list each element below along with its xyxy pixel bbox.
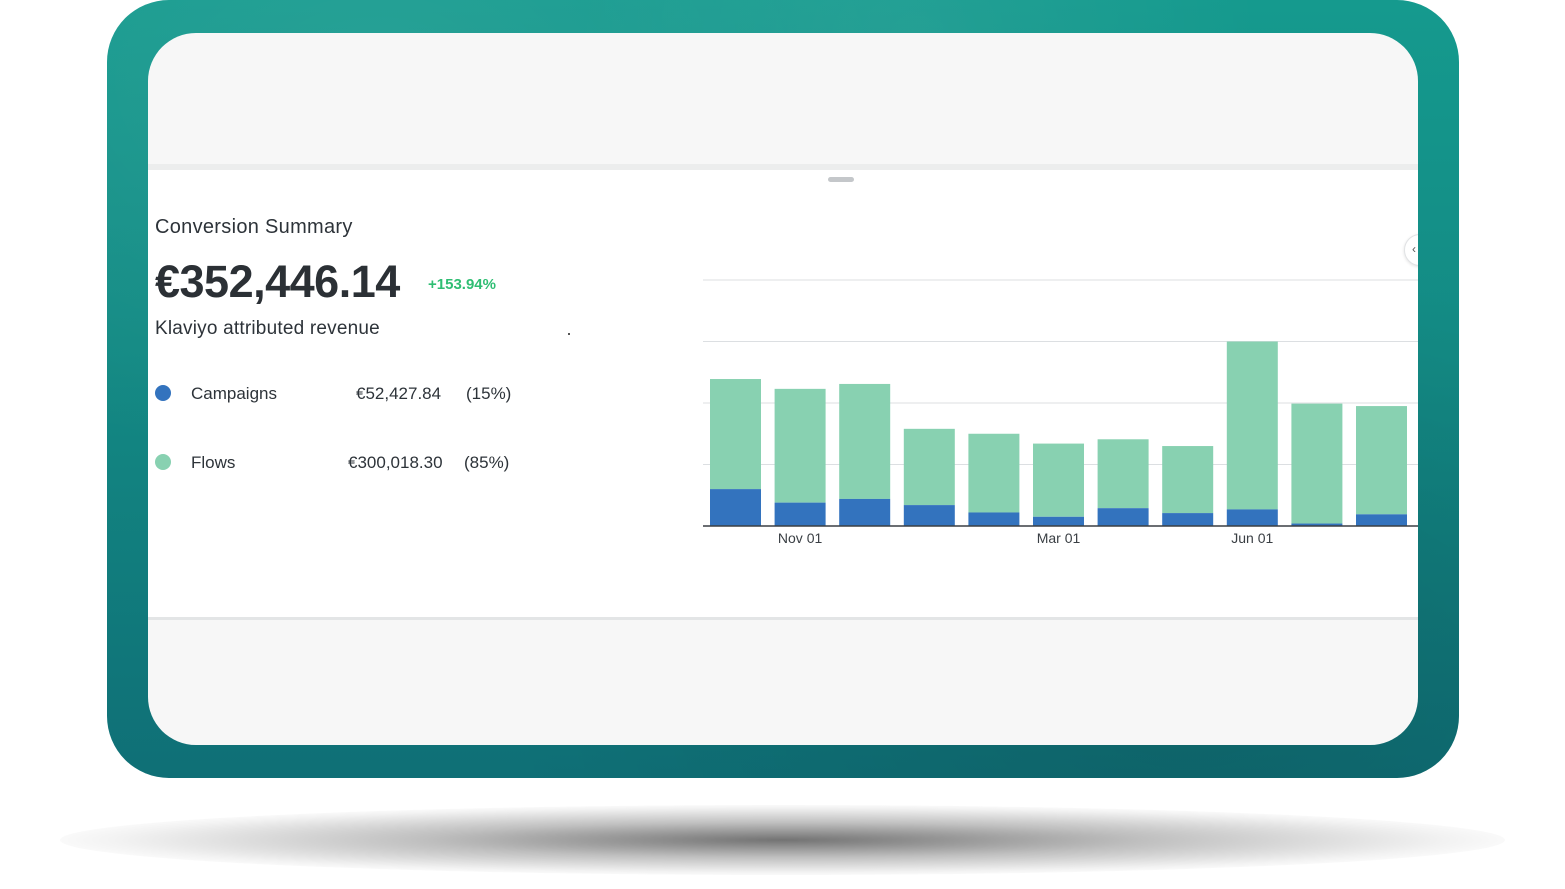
legend-percent: (15%)	[466, 384, 512, 403]
bar-campaigns	[903, 505, 955, 526]
bar-campaigns	[839, 498, 891, 526]
bar-campaigns	[1033, 516, 1084, 526]
drag-handle[interactable]	[828, 177, 854, 182]
bar-flows	[839, 383, 891, 499]
bar-campaigns	[1226, 509, 1278, 526]
bar-flows	[1226, 341, 1278, 510]
bar-campaigns	[1291, 523, 1343, 526]
total-revenue: €352,446.14	[155, 256, 400, 307]
bar-flows	[968, 433, 1020, 513]
bar-flows	[1356, 406, 1407, 515]
chevron-left-icon: ‹	[1412, 242, 1416, 256]
bar-campaigns	[1356, 514, 1407, 526]
bar-flows	[903, 428, 955, 506]
bar-campaigns	[968, 512, 1020, 526]
app-screen: Conversion Summary €352,446.14 +153.94% …	[148, 33, 1418, 745]
legend-percent: (85%)	[464, 453, 510, 472]
bar-flows	[710, 379, 761, 490]
legend-value: €52,427.84	[356, 384, 442, 403]
bar-flows	[1162, 446, 1214, 514]
flows-dot-icon	[155, 454, 171, 470]
legend-item-flows: Flows €300,018.30 (85%)	[155, 452, 535, 476]
chart-scroll-knob[interactable]: ‹	[1404, 234, 1418, 266]
x-tick-label: Mar 01	[1037, 530, 1081, 546]
bar-flows	[774, 388, 826, 503]
stray-dot	[568, 333, 570, 335]
revenue-change-badge: +153.94%	[428, 276, 496, 293]
legend-label: Campaigns	[191, 384, 277, 403]
legend-label: Flows	[191, 453, 236, 472]
campaigns-dot-icon	[155, 385, 171, 401]
bar-campaigns	[1097, 508, 1149, 526]
bar-campaigns	[774, 502, 826, 526]
x-tick-label: Nov 01	[778, 530, 823, 546]
panel-title: Conversion Summary	[155, 216, 353, 238]
bar-flows	[1291, 403, 1343, 524]
bar-campaigns	[1162, 513, 1214, 526]
legend-item-campaigns: Campaigns €52,427.84 (15%)	[155, 383, 535, 407]
revenue-subtitle: Klaviyo attributed revenue	[155, 318, 380, 339]
x-tick-label: Jun 01	[1231, 530, 1273, 546]
device-floor-shadow	[60, 805, 1505, 875]
bar-flows	[1097, 439, 1149, 509]
conversion-summary-panel: Conversion Summary €352,446.14 +153.94% …	[148, 164, 1418, 620]
bar-campaigns	[710, 489, 761, 526]
bar-flows	[1033, 443, 1084, 517]
legend-value: €300,018.30	[348, 453, 443, 472]
revenue-bar-chart: Nov 01 Mar 01 Jun 01	[703, 279, 1418, 546]
